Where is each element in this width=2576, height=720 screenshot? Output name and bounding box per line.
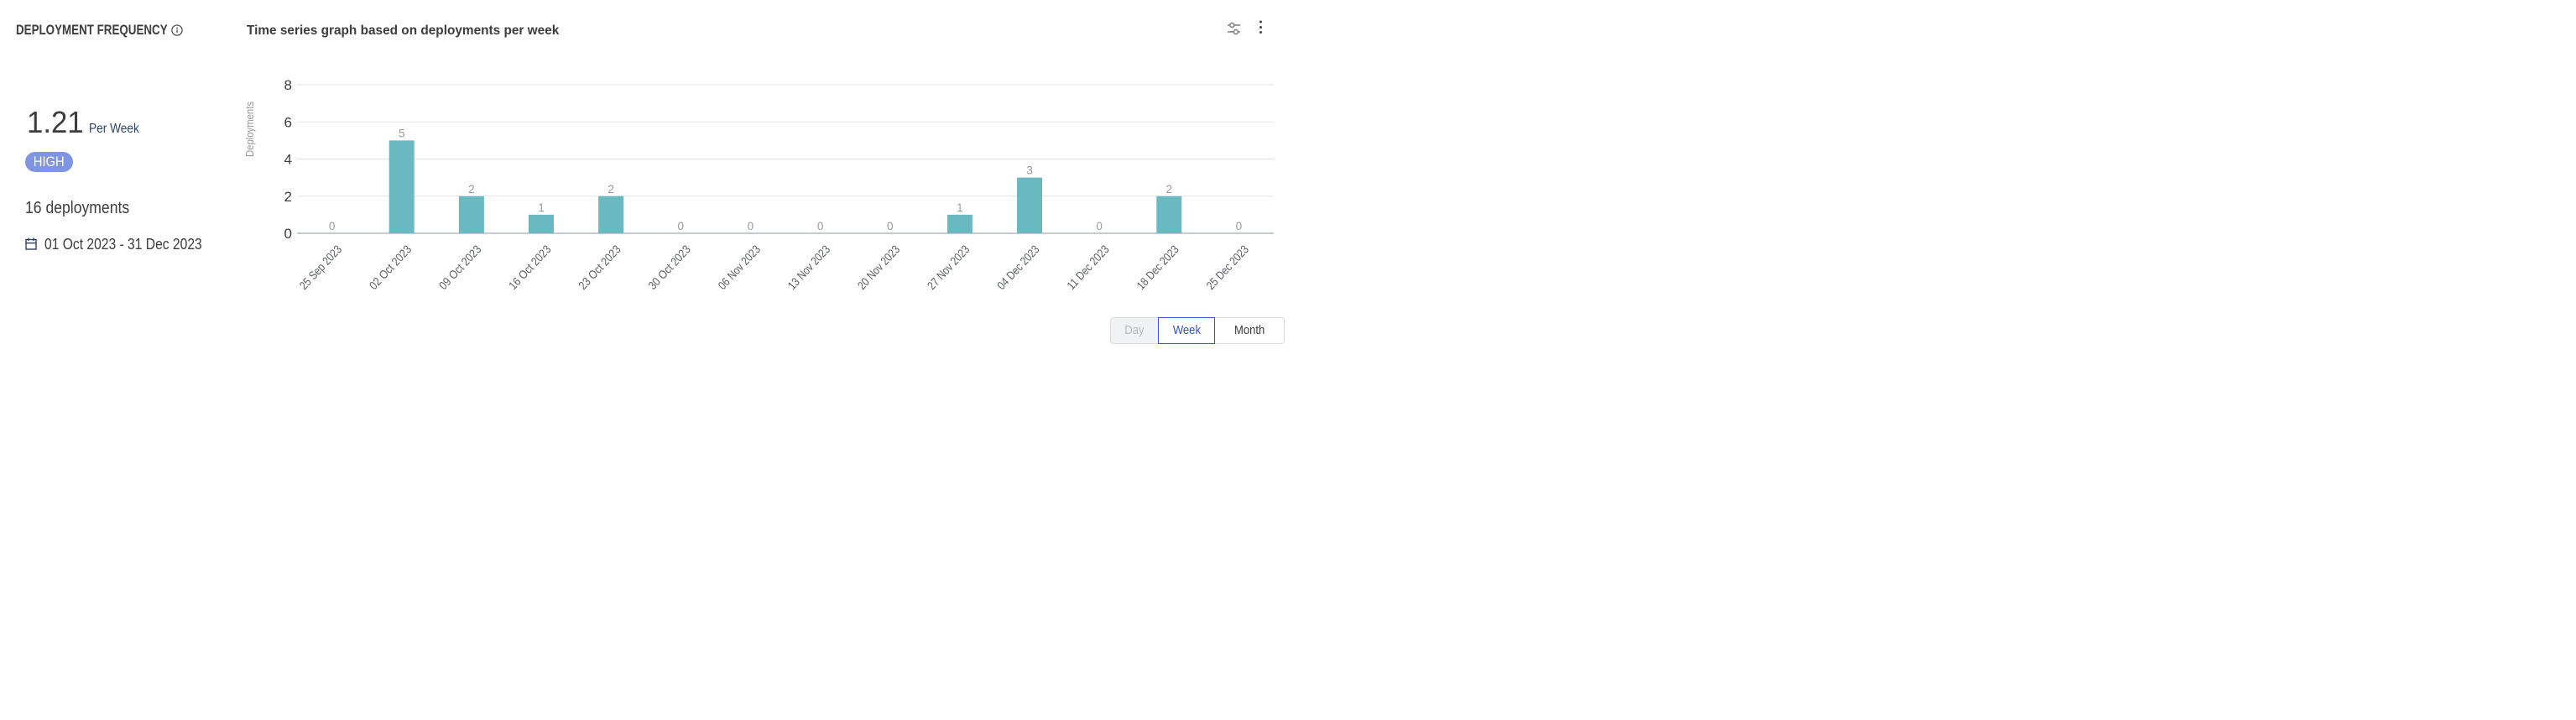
svg-text:Deployments: Deployments: [243, 102, 256, 157]
svg-text:27 Nov 2023: 27 Nov 2023: [925, 243, 973, 292]
svg-text:0: 0: [329, 220, 336, 232]
svg-text:2: 2: [284, 189, 292, 205]
svg-text:8: 8: [284, 77, 292, 93]
svg-text:0: 0: [678, 220, 685, 232]
svg-text:13 Nov 2023: 13 Nov 2023: [785, 243, 832, 292]
svg-text:1: 1: [538, 201, 545, 214]
svg-text:20 Nov 2023: 20 Nov 2023: [855, 243, 903, 292]
svg-text:02 Oct 2023: 02 Oct 2023: [367, 243, 415, 292]
svg-text:06 Nov 2023: 06 Nov 2023: [715, 243, 763, 292]
svg-text:0: 0: [1096, 220, 1103, 232]
svg-text:0: 0: [887, 220, 894, 232]
svg-text:2: 2: [1166, 183, 1173, 196]
svg-text:2: 2: [468, 183, 475, 196]
svg-text:4: 4: [284, 152, 292, 168]
svg-text:0: 0: [748, 220, 754, 232]
svg-text:18 Dec 2023: 18 Dec 2023: [1134, 243, 1181, 292]
svg-text:5: 5: [399, 127, 405, 139]
svg-text:23 Oct 2023: 23 Oct 2023: [576, 243, 623, 292]
svg-text:16 Oct 2023: 16 Oct 2023: [506, 243, 554, 292]
svg-text:25 Dec 2023: 25 Dec 2023: [1203, 243, 1251, 292]
svg-text:25 Sep 2023: 25 Sep 2023: [296, 243, 344, 292]
svg-text:0: 0: [1236, 220, 1243, 232]
svg-text:0: 0: [817, 220, 824, 232]
svg-text:6: 6: [284, 114, 292, 130]
svg-text:0: 0: [284, 226, 292, 242]
svg-text:11 Dec 2023: 11 Dec 2023: [1064, 243, 1112, 292]
svg-text:04 Dec 2023: 04 Dec 2023: [994, 243, 1042, 292]
svg-text:1: 1: [957, 201, 963, 214]
svg-text:2: 2: [607, 183, 614, 196]
svg-text:3: 3: [1026, 164, 1033, 177]
svg-text:30 Oct 2023: 30 Oct 2023: [645, 243, 693, 292]
svg-text:09 Oct 2023: 09 Oct 2023: [436, 243, 484, 292]
